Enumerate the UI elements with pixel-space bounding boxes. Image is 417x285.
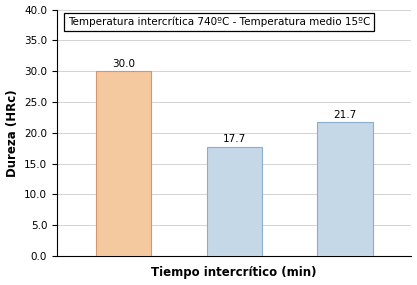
X-axis label: Tiempo intercrítico (min): Tiempo intercrítico (min) <box>151 266 317 280</box>
Y-axis label: Dureza (HRc): Dureza (HRc) <box>5 89 18 177</box>
Text: 30.0: 30.0 <box>112 59 135 69</box>
Bar <box>317 122 373 256</box>
Text: Temperatura intercrítica 740ºC - Temperatura medio 15ºC: Temperatura intercrítica 740ºC - Tempera… <box>68 17 370 27</box>
Bar <box>206 147 262 256</box>
Bar <box>96 71 151 256</box>
Text: 21.7: 21.7 <box>333 110 357 120</box>
Text: 17.7: 17.7 <box>223 135 246 144</box>
